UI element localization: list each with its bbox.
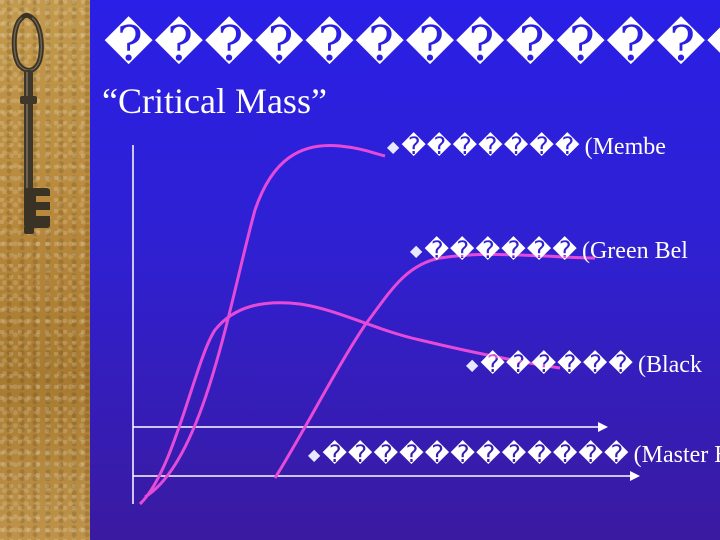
- diamond-bullet-icon: ◆: [308, 447, 321, 464]
- sidebar-texture: [0, 0, 90, 540]
- label-black: ◆������ (Black: [466, 352, 702, 378]
- curve-green: [138, 301, 561, 506]
- label-green: ◆������ (Green Bel: [410, 238, 688, 264]
- diamond-bullet-icon: ◆: [387, 139, 400, 156]
- curve-black: [273, 252, 596, 479]
- slide-subtitle: “Critical Mass”: [102, 81, 327, 121]
- diamond-bullet-icon: ◆: [410, 243, 423, 260]
- slide-title-line1: ����������������: [104, 16, 720, 72]
- label-master: ◆������������(Master Bl: [308, 442, 720, 468]
- old-key-icon: [11, 12, 50, 234]
- x-axis-lower-arrow: [630, 471, 640, 481]
- label-member: ◆������� (Membe: [387, 134, 666, 160]
- curve-member: [144, 143, 386, 499]
- diamond-bullet-icon: ◆: [466, 357, 479, 374]
- x-axis-upper-arrow: [598, 422, 608, 432]
